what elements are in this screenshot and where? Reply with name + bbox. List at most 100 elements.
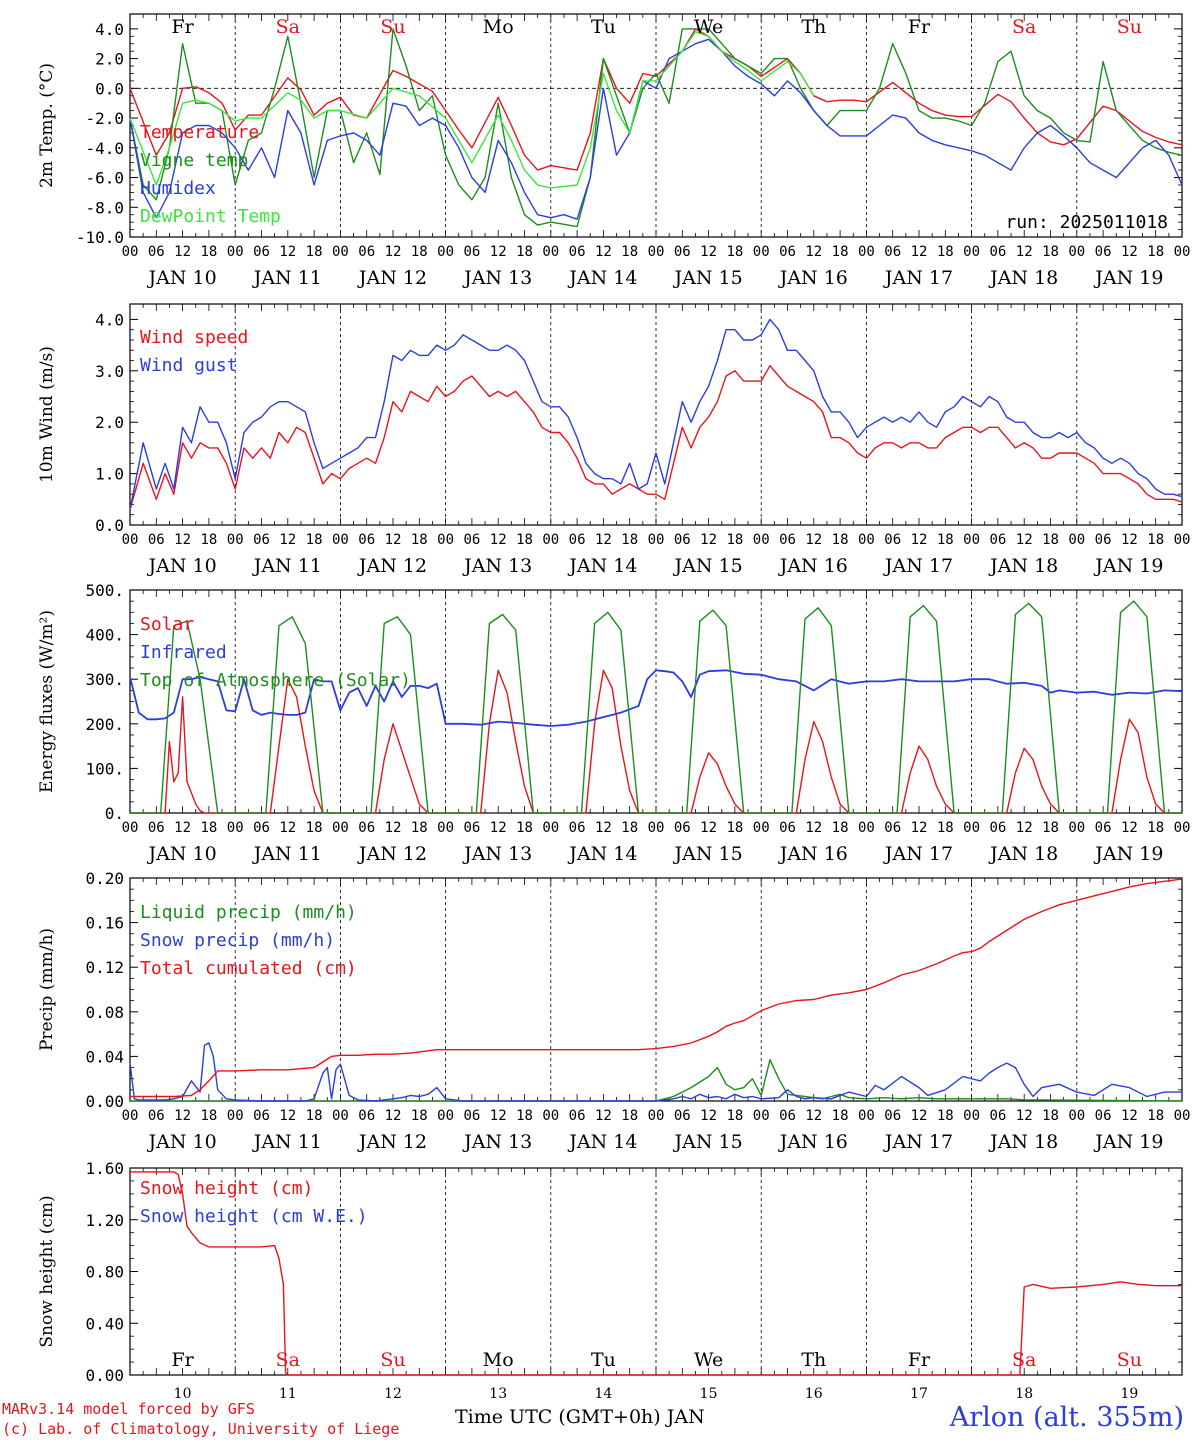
x-date-label: JAN 16 <box>778 555 848 577</box>
series-line <box>130 878 1183 1098</box>
x-hour-label: 12 <box>805 244 822 260</box>
panel-5: 1.60 1.20 0.80 0.40 0.00 Snow height (cm) Snow… <box>37 1159 1183 1385</box>
x-hour-label: 06 <box>569 1108 586 1124</box>
y-tick-label: 0.80 <box>85 1263 124 1282</box>
y-axis-label: Snow height (cm) <box>37 1195 57 1347</box>
x-date-label: JAN 11 <box>252 267 322 289</box>
x-date-label: JAN 11 <box>252 1131 322 1153</box>
x-hour-label: 18 <box>516 532 533 548</box>
x-hour-label: 12 <box>911 1108 928 1124</box>
weekday-label: Fr <box>171 16 194 38</box>
x-hour-label: 18 <box>516 1108 533 1124</box>
lab-credit: (c) Lab. of Climatology, University of L… <box>2 1420 400 1438</box>
y-tick-label: -10.0 <box>76 228 124 247</box>
x-hour-label: 12 <box>385 1108 402 1124</box>
x-day-number: 17 <box>910 1386 928 1402</box>
x-date-label: JAN 14 <box>567 267 637 289</box>
y-tick-label: -2.0 <box>85 109 124 128</box>
legend-entry: Top of Atmosphere (Solar) <box>140 670 411 691</box>
x-hour-label: 00 <box>437 820 454 836</box>
x-hour-label: 18 <box>726 532 743 548</box>
y-tick-label: 4.0 <box>95 310 124 329</box>
x-hour-label: 12 <box>1121 1108 1138 1124</box>
x-hour-label: 12 <box>595 820 612 836</box>
x-hour-label: 12 <box>174 532 191 548</box>
weekday-label: Th <box>801 1349 826 1371</box>
weekday-label: Th <box>801 16 826 38</box>
x-hour-label: 00 <box>1174 532 1191 548</box>
series-line <box>129 38 1183 220</box>
x-hour-label: 00 <box>858 244 875 260</box>
x-hour-label: 12 <box>1121 532 1138 548</box>
x-date-label: JAN 17 <box>883 843 953 865</box>
x-date-label: JAN 16 <box>778 843 848 865</box>
y-tick-label: 1.60 <box>85 1159 124 1178</box>
weekday-label: Su <box>380 1349 405 1371</box>
x-date-label: JAN 16 <box>778 267 848 289</box>
x-hour-label: 00 <box>332 1108 349 1124</box>
x-hour-label: 18 <box>306 244 323 260</box>
x-hour-label: 06 <box>884 532 901 548</box>
x-hour-label: 00 <box>227 532 244 548</box>
legend-entry: Snow height (cm W.E.) <box>140 1206 368 1227</box>
x-date-label: JAN 10 <box>147 267 217 289</box>
x-hour-label: 18 <box>200 820 217 836</box>
weekday-label: Su <box>380 16 405 38</box>
x-hour-label: 06 <box>779 532 796 548</box>
x-hour-label: 12 <box>174 820 191 836</box>
x-hour-label: 18 <box>200 532 217 548</box>
x-hour-label: 00 <box>1068 244 1085 260</box>
x-date-label: JAN 15 <box>673 1131 743 1153</box>
y-tick-label: 0.0 <box>95 516 124 535</box>
x-hour-label: 06 <box>884 1108 901 1124</box>
x-axis-label: Time UTC (GMT+0h) JAN <box>455 1406 705 1428</box>
x-date-label: JAN 10 <box>147 1131 217 1153</box>
x-hour-label: 18 <box>1042 820 1059 836</box>
x-hour-label: 06 <box>884 820 901 836</box>
x-hour-label: 00 <box>963 820 980 836</box>
x-hour-label: 18 <box>832 820 849 836</box>
x-hour-label: 06 <box>989 244 1006 260</box>
series-line <box>129 669 1183 727</box>
series-line <box>130 600 1182 814</box>
x-hour-label: 12 <box>1121 820 1138 836</box>
x-hour-label: 00 <box>227 820 244 836</box>
y-tick-label: 2.0 <box>95 413 124 432</box>
x-hour-label: 18 <box>726 820 743 836</box>
x-hour-label: 12 <box>1016 1108 1033 1124</box>
x-hour-label: 06 <box>358 532 375 548</box>
x-hour-label: 00 <box>1068 532 1085 548</box>
model-credit: MARv3.14 model forced by GFS <box>2 1400 255 1418</box>
x-hour-label: 00 <box>1068 1108 1085 1124</box>
y-tick-label: -4.0 <box>85 139 124 158</box>
x-date-label: JAN 18 <box>988 1131 1058 1153</box>
x-hour-label: 12 <box>700 532 717 548</box>
x-day-number: 12 <box>384 1386 402 1402</box>
x-hour-label: 12 <box>911 244 928 260</box>
x-hour-label: 06 <box>989 1108 1006 1124</box>
x-day-number: 15 <box>700 1386 718 1402</box>
y-tick-label: 0.16 <box>85 914 124 933</box>
x-hour-label: 18 <box>306 820 323 836</box>
x-hour-label: 12 <box>490 244 507 260</box>
x-hour-label: 18 <box>1147 244 1164 260</box>
x-hour-label: 00 <box>753 820 770 836</box>
x-hour-label: 06 <box>779 1108 796 1124</box>
x-hour-label: 12 <box>595 532 612 548</box>
x-hour-label: 18 <box>832 1108 849 1124</box>
x-hour-label: 00 <box>542 820 559 836</box>
x-hour-label: 00 <box>542 1108 559 1124</box>
x-day-number: 16 <box>805 1386 823 1402</box>
x-hour-label: 12 <box>1016 244 1033 260</box>
x-date-label: JAN 13 <box>462 843 532 865</box>
x-hour-label: 12 <box>174 1108 191 1124</box>
x-hour-label: 18 <box>200 244 217 260</box>
x-hour-label: 00 <box>753 532 770 548</box>
weekday-label: We <box>694 1349 723 1371</box>
x-hour-label: 06 <box>1095 820 1112 836</box>
y-axis-label: 2m Temp. (°C) <box>37 63 57 188</box>
series-line <box>129 31 815 189</box>
x-hour-label: 18 <box>200 1108 217 1124</box>
x-day-number: 18 <box>1015 1386 1033 1402</box>
x-hour-label: 06 <box>463 1108 480 1124</box>
